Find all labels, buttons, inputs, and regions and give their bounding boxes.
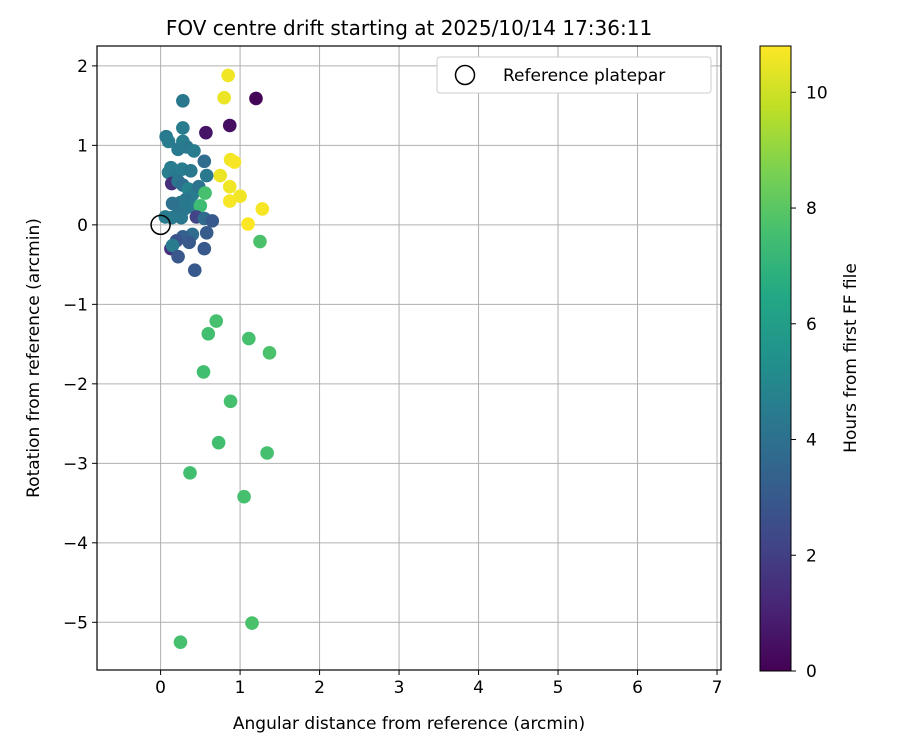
colorbar-label: Hours from first FF file xyxy=(841,263,861,453)
y-tick-label: 0 xyxy=(77,216,88,236)
colorbar-tick-label: 2 xyxy=(806,546,817,566)
data-point xyxy=(182,235,197,250)
data-point xyxy=(199,168,214,183)
x-tick-label: 1 xyxy=(235,678,246,698)
x-tick-label: 4 xyxy=(473,678,484,698)
chart-title: FOV centre drift starting at 2025/10/14 … xyxy=(166,16,652,40)
legend-label: Reference platepar xyxy=(503,66,665,86)
data-point xyxy=(183,164,198,178)
reference-platepar-marker xyxy=(150,214,171,236)
colorbar-tick-label: 0 xyxy=(806,662,817,682)
data-point xyxy=(183,466,197,480)
data-point xyxy=(187,263,202,277)
data-point xyxy=(199,226,214,240)
plot-frame xyxy=(96,45,722,671)
data-point xyxy=(255,202,270,216)
data-point xyxy=(196,365,211,379)
grid-lines xyxy=(97,46,721,670)
data-point xyxy=(165,196,180,211)
data-point xyxy=(193,198,208,213)
data-point xyxy=(223,394,238,409)
data-point xyxy=(233,189,247,204)
data-point xyxy=(197,154,212,169)
colorbar-tick-label: 6 xyxy=(806,315,817,335)
y-tick-label: −5 xyxy=(63,613,88,633)
data-point xyxy=(222,194,237,208)
y-tick-label: −2 xyxy=(63,375,88,395)
data-point xyxy=(222,118,237,133)
colorbar-ticks: 0 2 4 6 8 10 xyxy=(791,83,828,682)
data-point xyxy=(187,144,201,158)
data-point xyxy=(260,446,274,460)
colorbar-tick-label: 10 xyxy=(806,83,828,103)
legend-box xyxy=(436,56,712,94)
data-point xyxy=(171,142,185,157)
y-tick-label: −3 xyxy=(63,454,88,474)
data-points xyxy=(150,68,277,649)
x-tick-label: 5 xyxy=(553,678,564,698)
data-point xyxy=(227,155,242,169)
data-point xyxy=(171,249,185,264)
data-point xyxy=(211,435,226,450)
x-axis-label: Angular distance from reference (arcmin) xyxy=(233,714,585,734)
data-point xyxy=(165,238,180,253)
y-tick-label: −1 xyxy=(63,295,88,315)
data-point xyxy=(242,331,256,346)
colorbar-tick-label: 4 xyxy=(806,431,817,451)
data-point xyxy=(222,179,237,194)
x-tick-label: 6 xyxy=(632,678,643,698)
data-point xyxy=(217,90,231,105)
data-point xyxy=(209,314,224,328)
x-tick-label: 0 xyxy=(155,678,166,698)
y-axis-label: Rotation from reference (arcmin) xyxy=(24,218,44,498)
axis-ticks: 0 1 2 3 4 5 6 7 2 1 0 −1 −2 −3 −4 −5 xyxy=(63,57,723,698)
data-point xyxy=(197,241,212,256)
data-point xyxy=(213,168,228,183)
data-point xyxy=(241,217,255,231)
data-point xyxy=(205,214,220,228)
legend: Reference platepar xyxy=(436,56,712,94)
data-point xyxy=(161,134,176,149)
data-point xyxy=(237,489,251,504)
data-point xyxy=(174,210,189,225)
x-tick-label: 7 xyxy=(712,678,723,698)
y-tick-label: 1 xyxy=(77,136,88,156)
data-point xyxy=(253,234,267,249)
data-point xyxy=(176,121,190,135)
data-point xyxy=(262,346,277,360)
x-tick-label: 2 xyxy=(314,678,325,698)
data-point xyxy=(164,210,179,225)
y-tick-label: −4 xyxy=(63,534,88,554)
legend-reference-marker xyxy=(454,64,476,86)
data-point xyxy=(176,94,190,108)
colorbar-tick-label: 8 xyxy=(806,199,817,219)
y-tick-label: 2 xyxy=(77,57,88,77)
data-point xyxy=(199,125,213,140)
data-point xyxy=(198,186,212,200)
x-tick-label: 3 xyxy=(394,678,405,698)
colorbar-gradient xyxy=(759,45,792,672)
data-point xyxy=(173,635,188,649)
data-point xyxy=(221,68,235,83)
data-point xyxy=(249,91,263,106)
data-point xyxy=(201,326,216,341)
data-point xyxy=(245,616,259,630)
colorbar: 0 2 4 6 8 10 Hours from first FF file xyxy=(759,45,861,682)
